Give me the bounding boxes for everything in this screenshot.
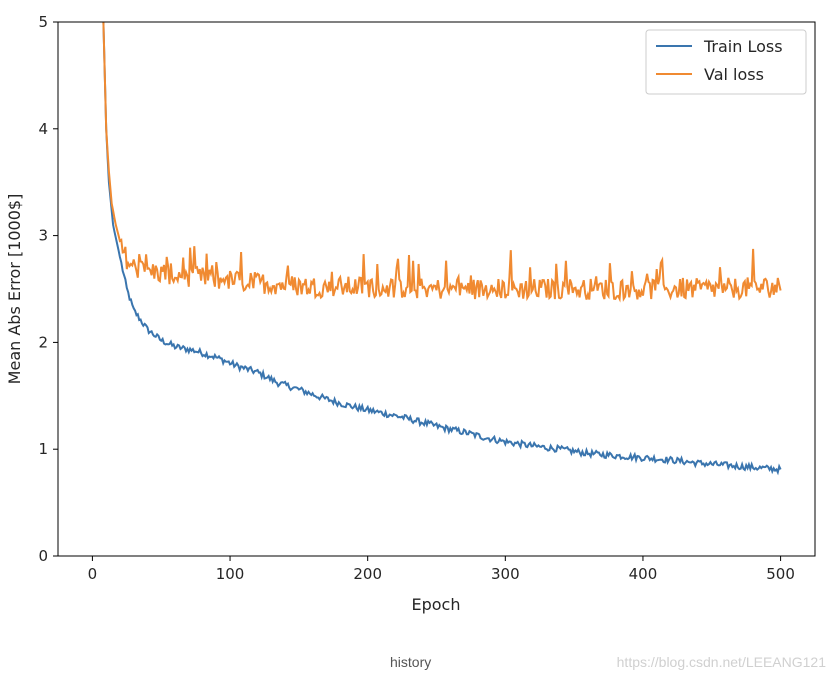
x-tick-label-200: 200 — [353, 565, 382, 583]
x-tick-label-300: 300 — [491, 565, 520, 583]
y-tick-label-2: 2 — [38, 333, 48, 351]
x-tick-label-500: 500 — [766, 565, 795, 583]
x-tick-label-0: 0 — [88, 565, 98, 583]
y-tick-label-4: 4 — [38, 120, 48, 138]
x-axis-label: Epoch — [412, 595, 461, 614]
x-tick-label-100: 100 — [216, 565, 245, 583]
plot-frame — [57, 21, 816, 557]
y-tick-label-0: 0 — [38, 547, 48, 565]
y-tick-label-3: 3 — [38, 227, 48, 245]
watermark: https://blog.csdn.net/LEEANG121 — [616, 654, 826, 670]
legend-label-val-loss: Val loss — [704, 65, 764, 84]
series-line-train-loss — [102, 22, 782, 476]
y-axis-label: Mean Abs Error [1000$] — [5, 194, 24, 385]
y-tick-label-5: 5 — [38, 13, 48, 31]
legend-label-train-loss: Train Loss — [703, 37, 783, 56]
series-line-val-loss — [102, 22, 782, 303]
plot-area — [102, 22, 782, 476]
axes: 0 100 200 300 400 500 0 1 2 3 4 5 — [38, 13, 816, 583]
y-tick-label-1: 1 — [38, 440, 48, 458]
legend: Train Loss Val loss — [645, 29, 807, 95]
x-tick-label-400: 400 — [629, 565, 658, 583]
figure-caption: history — [390, 654, 432, 670]
